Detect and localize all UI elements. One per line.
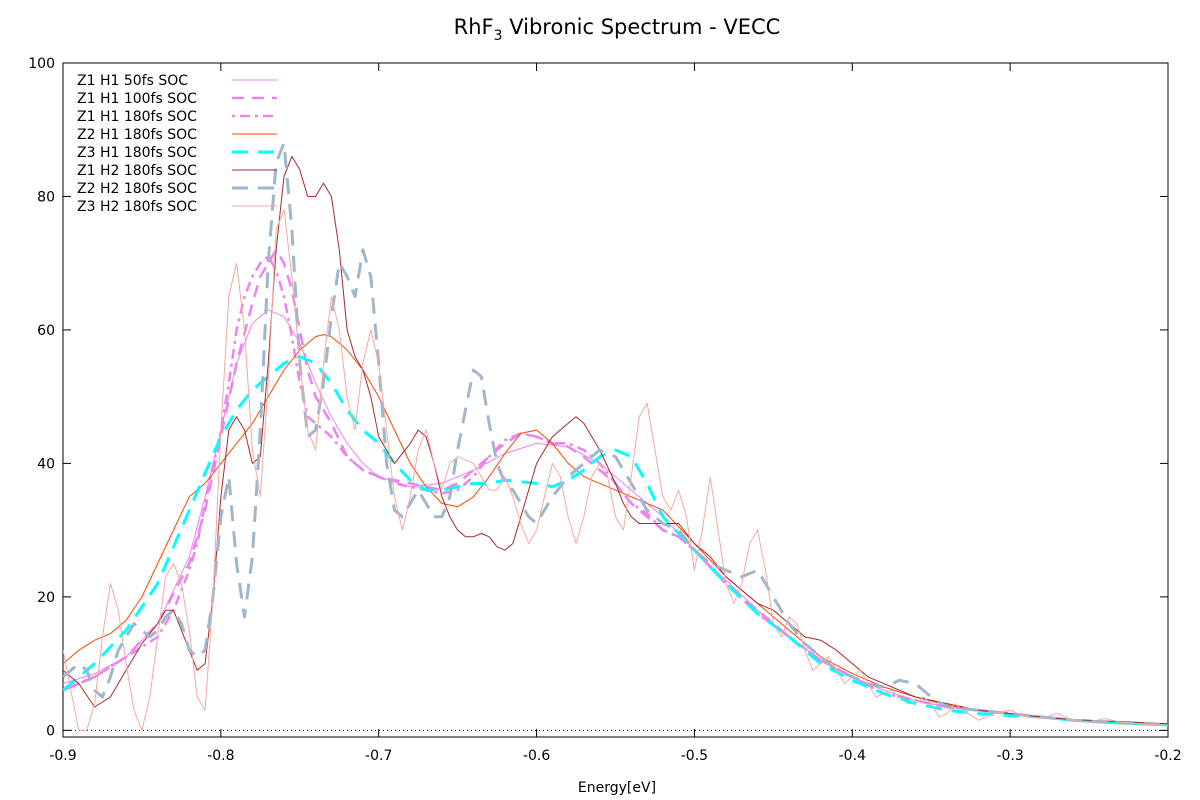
x-tick-label: -0.9 — [49, 748, 76, 764]
x-tick-label: -0.5 — [681, 748, 708, 764]
x-tick-label: -0.7 — [365, 748, 392, 764]
legend-label-8: Z3 H2 180fs SOC — [77, 199, 197, 215]
y-tick-label: 40 — [37, 456, 55, 472]
x-tick-label: -0.6 — [523, 748, 550, 764]
legend-label-2: Z1 H1 100fs SOC — [77, 91, 197, 107]
series-line-5 — [63, 355, 1168, 727]
x-tick-label: -0.3 — [996, 748, 1023, 764]
chart-title-subscript: 3 — [494, 28, 503, 44]
legend-label-3: Z1 H1 180fs SOC — [77, 109, 197, 125]
chart-title-rest: Vibronic Spectrum - VECC — [503, 15, 781, 39]
chart-title: RhF3 Vibronic Spectrum - VECC — [454, 15, 781, 44]
y-tick-label: 60 — [37, 323, 55, 339]
y-tick-label: 20 — [37, 590, 55, 606]
legend-label-6: Z1 H2 180fs SOC — [77, 163, 197, 179]
legend-label-1: Z1 H1 50fs SOC — [77, 73, 188, 89]
y-tick-label: 100 — [28, 56, 55, 72]
series-line-7 — [63, 141, 1168, 727]
series-line-8 — [63, 209, 1168, 731]
legend-label-5: Z3 H1 180fs SOC — [77, 145, 197, 161]
x-axis-label: Energy[eV] — [578, 780, 656, 796]
legend: Z1 H1 50fs SOC Z1 H1 100fs SOC Z1 H1 180fs… — [77, 73, 277, 215]
series-layer — [63, 141, 1168, 731]
series-line-6 — [63, 155, 1168, 725]
series-line-4 — [63, 334, 1168, 725]
y-tick-label: 0 — [46, 723, 55, 739]
x-tick-label: -0.8 — [207, 748, 234, 764]
axis-ticks: -0.9 -0.8 -0.7 -0.6 -0.5 -0.4 -0.3 -0.2 0 20 40 60 8… — [28, 56, 1181, 764]
plot-frame — [62, 62, 1169, 738]
x-tick-label: -0.2 — [1154, 748, 1181, 764]
x-tick-label: -0.4 — [839, 748, 866, 764]
y-tick-label: 80 — [37, 189, 55, 205]
legend-label-4: Z2 H1 180fs SOC — [77, 127, 197, 143]
legend-label-7: Z2 H2 180fs SOC — [77, 181, 197, 197]
